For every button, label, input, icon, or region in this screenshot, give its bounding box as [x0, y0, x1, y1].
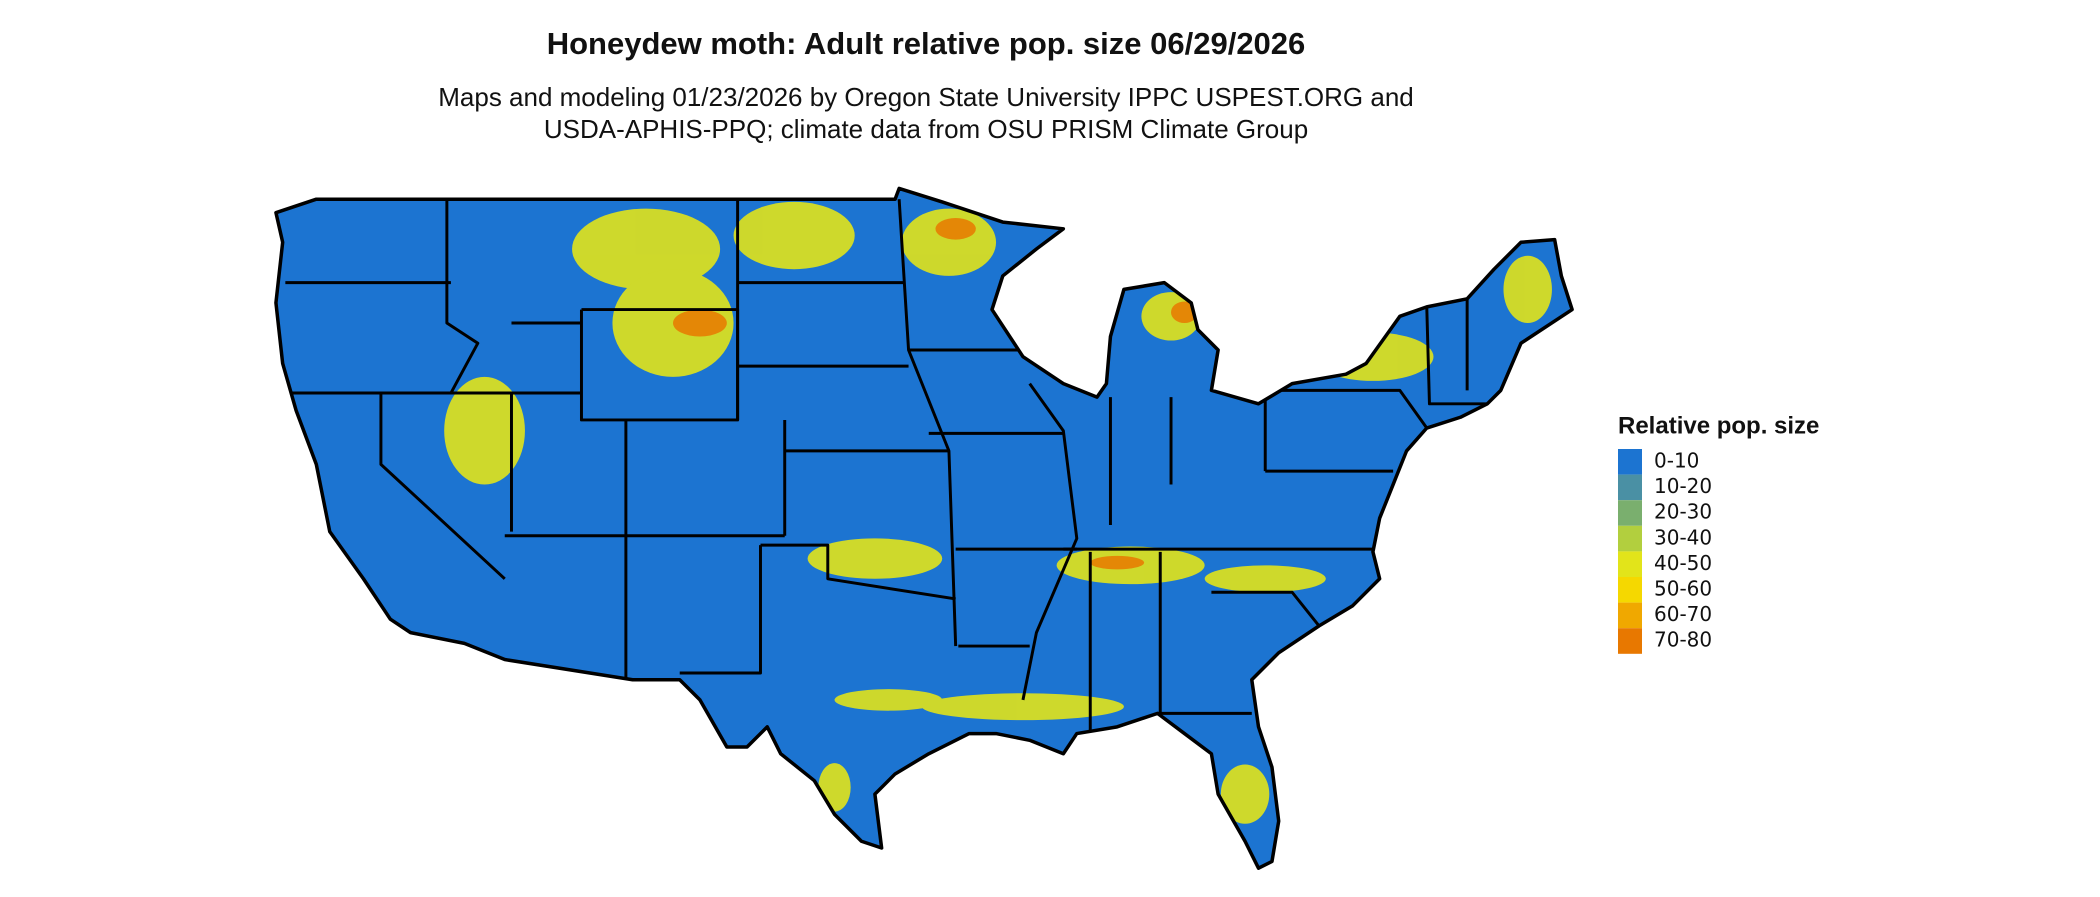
legend-label: 0-10 [1654, 449, 1699, 473]
legend-swatch [1618, 602, 1642, 629]
legend-label: 50-60 [1654, 577, 1712, 601]
map-fill [275, 188, 1573, 869]
legend-title: Relative pop. size [1618, 412, 1819, 439]
legend-swatch [1618, 449, 1642, 475]
map-subtitle: USDA-APHIS-PPQ; climate data from OSU PR… [544, 114, 1308, 144]
legend: Relative pop. size 0-1010-2020-3030-4040… [1618, 412, 1819, 654]
legend-swatch [1618, 577, 1642, 603]
legend-label: 70-80 [1654, 628, 1712, 652]
map-title: Honeydew moth: Adult relative pop. size … [547, 26, 1306, 61]
legend-label: 30-40 [1654, 525, 1712, 549]
legend-swatch [1618, 474, 1642, 501]
us-map [274, 186, 1574, 870]
legend-swatch [1618, 500, 1642, 526]
map-subtitle: Maps and modeling 01/23/2026 by Oregon S… [438, 82, 1414, 112]
legend-label: 10-20 [1654, 474, 1712, 498]
legend-label: 20-30 [1654, 500, 1712, 524]
legend-swatch [1618, 628, 1642, 654]
us-outline [274, 186, 1574, 870]
legend-swatch [1618, 525, 1642, 552]
legend-label: 40-50 [1654, 551, 1712, 575]
legend-label: 60-70 [1654, 602, 1712, 626]
legend-swatch [1618, 551, 1642, 577]
